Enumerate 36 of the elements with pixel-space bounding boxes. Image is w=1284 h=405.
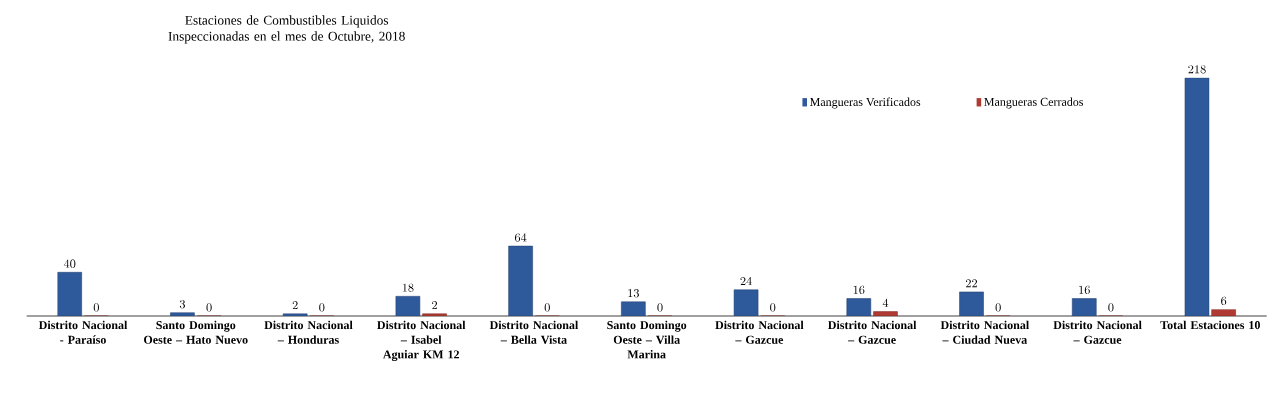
data-label: 3 <box>179 299 185 309</box>
x-tick-label: Distrito Nacional – Isabel Aguiar KM 12 <box>377 320 466 361</box>
data-label: 0 <box>770 303 776 312</box>
legend-label: Mangueras Cerrados <box>984 97 1084 109</box>
data-label: 0 <box>319 303 325 312</box>
x-tick-label: Distrito Nacional – Bella Vista <box>489 320 579 344</box>
data-label: 2 <box>292 300 298 309</box>
data-label: 24 <box>740 276 752 285</box>
data-label: 0 <box>544 303 550 312</box>
data-label: 64 <box>514 233 527 242</box>
data-label: 13 <box>628 288 639 298</box>
x-tick-label: Distrito Nacional – Gazcue <box>828 320 917 344</box>
data-label: 218 <box>1188 65 1206 74</box>
data-label: 0 <box>206 303 212 312</box>
x-tick-label: Total Estaciones 10 <box>1160 320 1260 329</box>
x-tick-label: Santo Domingo Oeste – Hato Nuevo <box>144 320 248 344</box>
data-label: 6 <box>1221 296 1227 305</box>
data-label: 40 <box>63 259 76 268</box>
chart-title: Estaciones de Combustibles Liquidos Inspeccionadas en el mes de Octubre, 2018 <box>168 15 405 44</box>
x-tick-label: Distrito Nacional – Ciudad Nueva <box>940 320 1029 344</box>
x-tick-label: Distrito Nacional – Gazcue <box>1053 320 1142 344</box>
data-label: 16 <box>853 285 865 294</box>
x-tick-label: Distrito Nacional – Honduras <box>264 320 353 344</box>
x-tick-label: Distrito Nacional – Gazcue <box>715 320 804 344</box>
x-tick-label: Distrito Nacional - Paraíso <box>38 320 128 344</box>
data-label: 0 <box>995 303 1001 312</box>
legend-label: Mangueras Verificados <box>810 97 921 109</box>
data-label: 16 <box>1079 285 1090 294</box>
data-label: 18 <box>402 283 414 292</box>
data-label: 0 <box>657 303 663 312</box>
data-label: 0 <box>93 303 99 312</box>
data-label: 2 <box>432 300 438 309</box>
data-label: 4 <box>882 298 889 307</box>
data-label: 22 <box>965 279 978 288</box>
data-label: 0 <box>1108 303 1114 312</box>
x-tick-label: Santo Domingo Oeste – Villa Marina <box>607 320 687 359</box>
